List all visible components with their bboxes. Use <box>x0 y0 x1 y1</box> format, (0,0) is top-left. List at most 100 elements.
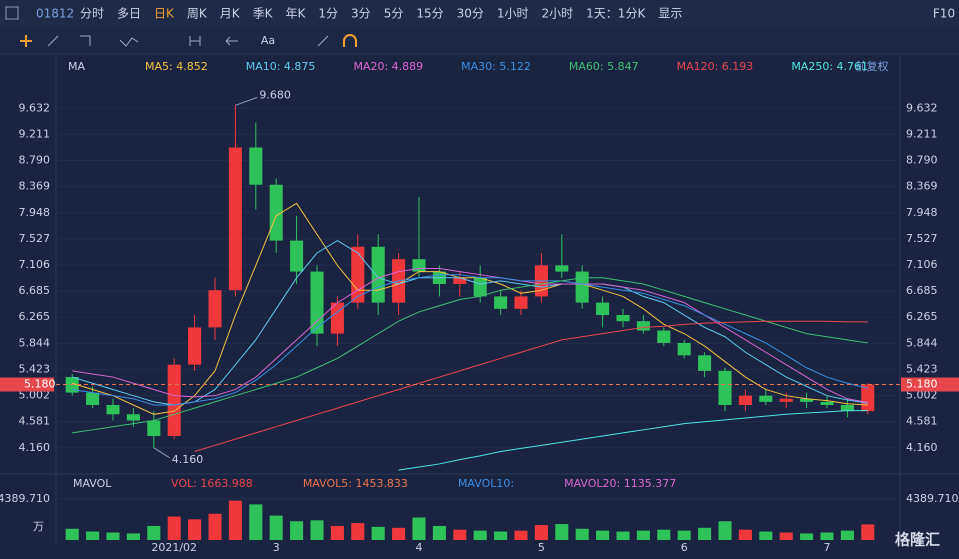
legend-entry: MA20: 4.889 <box>353 60 423 73</box>
period-tab[interactable]: 2小时 <box>542 7 574 21</box>
candle-body <box>126 414 140 421</box>
period-tab[interactable]: 3分 <box>351 7 371 21</box>
adjust-mode[interactable]: 前复权 <box>856 59 889 73</box>
volume-bar <box>616 531 630 540</box>
candle-body <box>188 327 202 365</box>
period-tab[interactable]: 15分 <box>416 7 443 21</box>
period-tab[interactable]: 30分 <box>457 7 484 21</box>
volume-bar <box>514 530 528 540</box>
candle-body <box>738 395 752 405</box>
legend-entry: MA30: 5.122 <box>461 60 531 73</box>
y-tick-label: 8.369 <box>19 180 51 193</box>
y-tick-label: 7.948 <box>19 206 51 219</box>
high-pointer <box>235 96 258 106</box>
volume-bar <box>738 529 752 540</box>
volume-bar <box>269 515 283 540</box>
text-tool[interactable]: Aa <box>261 34 275 47</box>
volume-bar <box>636 530 650 540</box>
period-tab[interactable]: 季K <box>253 7 274 21</box>
y-tick-label: 5.844 <box>19 336 51 349</box>
y-tick-label-right: 6.685 <box>906 284 938 297</box>
x-tick-label: 3 <box>273 541 280 554</box>
candle-body <box>86 392 100 405</box>
high-label: 9.680 <box>259 88 291 101</box>
volume-bar <box>351 523 365 540</box>
toolbar <box>0 0 959 28</box>
crosshair-tool[interactable] <box>20 35 32 47</box>
y-tick-label-right: 5.844 <box>906 336 938 349</box>
x-tick-label: 5 <box>538 541 545 554</box>
volume-bar <box>534 525 548 540</box>
y-tick-label-right: 4.160 <box>906 441 938 454</box>
period-tab[interactable]: 分时 <box>80 7 104 21</box>
y-tick-label: 9.211 <box>19 127 51 140</box>
sidebar-toggle[interactable] <box>5 6 19 20</box>
period-tab[interactable]: 5分 <box>384 7 404 21</box>
period-tab[interactable]: 年K <box>286 7 307 21</box>
volume-bar <box>718 521 732 540</box>
stock-code: 01812 <box>36 7 74 21</box>
candle-body <box>290 240 304 272</box>
volume-legend: VOL: 1663.988 <box>171 477 253 490</box>
candle-body <box>371 246 385 303</box>
volume-bar <box>65 528 79 540</box>
period-tab[interactable]: 月K <box>220 7 241 21</box>
volume-bar <box>167 516 181 540</box>
x-tick-label: 7 <box>824 541 831 554</box>
y-tick-label-right: 5.423 <box>906 362 938 375</box>
low-label: 4.160 <box>172 453 204 466</box>
indicator-name: MA <box>68 60 85 73</box>
legend-entry: MA250: 4.761 <box>791 60 868 73</box>
volume-bar <box>412 517 426 540</box>
candle-body <box>167 364 181 437</box>
candle-body <box>453 277 467 284</box>
candle-body <box>555 265 569 272</box>
candle-body <box>840 404 854 412</box>
volume-bar <box>840 530 854 540</box>
volume-bar <box>208 513 222 540</box>
candle-body <box>800 398 814 402</box>
volume-bar <box>657 529 671 540</box>
period-tab[interactable]: 显示 <box>658 7 682 21</box>
period-tab[interactable]: 多日 <box>117 7 141 21</box>
y-tick-label-right: 5.002 <box>906 389 938 402</box>
legend-entry: MA60: 5.847 <box>569 60 639 73</box>
period-tab[interactable]: 1天：1分K <box>586 7 646 21</box>
drawing-toolbar <box>0 28 959 54</box>
volume-bar <box>820 532 834 540</box>
ma-line <box>398 410 868 471</box>
candle-body <box>473 277 487 297</box>
volume-bar <box>126 533 140 540</box>
volume-bar <box>392 527 406 540</box>
volume-bar <box>759 531 773 540</box>
period-tab[interactable]: 日K <box>154 7 175 21</box>
magnet-tool[interactable] <box>343 34 357 47</box>
last-price-label: 5.180 <box>906 378 938 391</box>
ma-line <box>72 239 868 406</box>
y-tick-label: 8.790 <box>19 154 51 167</box>
volume-bar <box>228 500 242 540</box>
y-tick-label-right: 4.581 <box>906 415 938 428</box>
volume-bar <box>453 529 467 540</box>
period-tab[interactable]: 周K <box>187 7 208 21</box>
volume-bar <box>188 519 202 540</box>
volume-bar <box>290 521 304 540</box>
period-tab[interactable]: 1小时 <box>497 7 529 21</box>
y-tick-label: 4.581 <box>19 415 51 428</box>
volume-unit: 万 <box>33 520 44 533</box>
volume-bar <box>310 520 324 540</box>
tool-icons[interactable] <box>47 35 329 47</box>
last-price-label: 5.180 <box>24 378 56 391</box>
candle-body <box>494 296 508 309</box>
y-tick-label-right: 7.948 <box>906 206 938 219</box>
y-tick-label: 5.423 <box>19 362 51 375</box>
y-tick-label-right: 8.369 <box>906 180 938 193</box>
candle-body <box>657 330 671 343</box>
period-tab[interactable]: 1分 <box>318 7 338 21</box>
y-tick-label: 6.685 <box>19 284 51 297</box>
volume-bar <box>575 528 589 540</box>
volume-bar <box>698 527 712 540</box>
f10[interactable]: F10 <box>933 7 955 21</box>
legend-entry: MA120: 6.193 <box>677 60 754 73</box>
candle-body <box>249 147 263 185</box>
